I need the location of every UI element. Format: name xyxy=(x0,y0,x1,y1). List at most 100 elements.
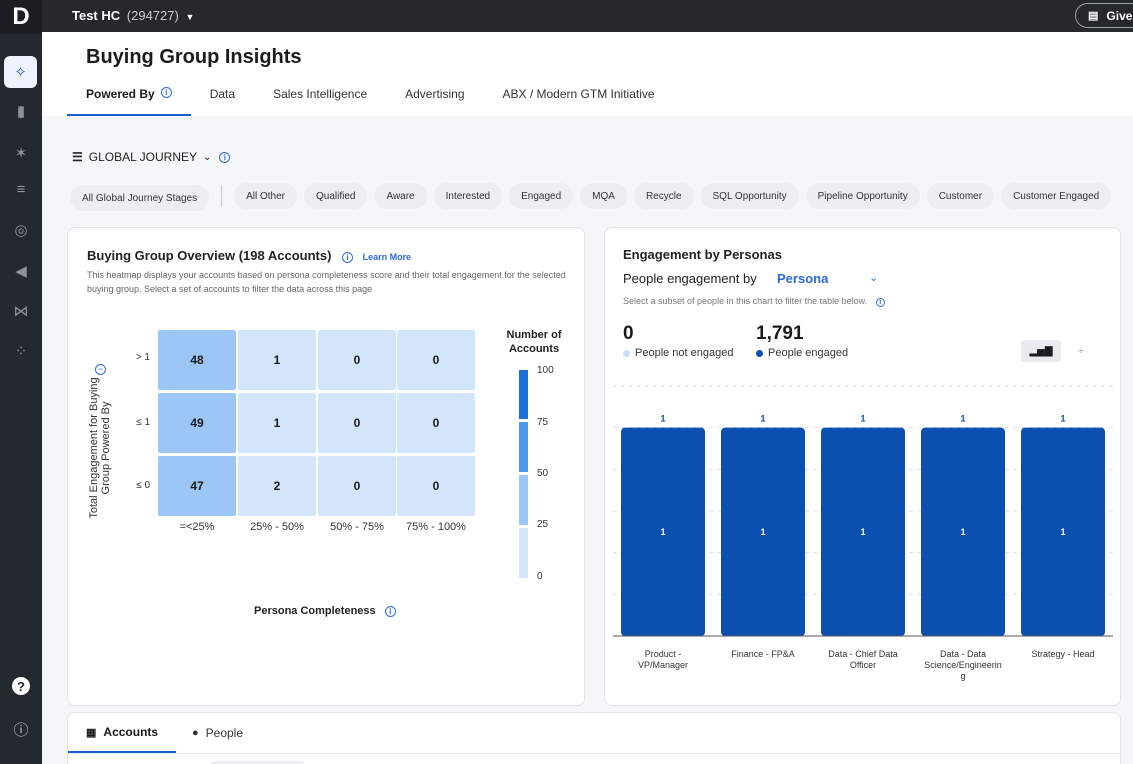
heatmap-cell[interactable]: 2 xyxy=(238,456,316,516)
heatmap-cell[interactable]: 0 xyxy=(397,393,475,453)
account-switcher[interactable]: Test HC (294727) ▼ xyxy=(72,8,194,23)
chip-stage[interactable]: Recycle xyxy=(633,183,694,209)
col-label: =<25% xyxy=(179,521,215,533)
page-title: Buying Group Insights xyxy=(86,46,302,68)
sparkle-icon[interactable]: ✧ xyxy=(4,56,37,88)
bar-value-label: 1 xyxy=(660,527,665,537)
orbit-icon[interactable]: ⁘ xyxy=(14,343,28,360)
heatmap-cell[interactable]: 0 xyxy=(397,330,475,390)
info-icon[interactable]: i xyxy=(384,606,396,617)
heatmap-cell[interactable]: 47 xyxy=(158,456,236,516)
divide-icon[interactable]: ÷ xyxy=(1078,345,1084,357)
chart-mode-toggle: ▂▅▇ ÷ xyxy=(1021,340,1101,362)
personas-hint: Select a subset of people in this chart … xyxy=(623,296,885,307)
tab-sales-intelligence[interactable]: Sales Intelligence xyxy=(273,87,368,101)
legend-swatch xyxy=(519,422,528,472)
category-label: Strategy - Head xyxy=(1031,649,1095,659)
tab-accounts[interactable]: ▦ Accounts xyxy=(68,713,177,753)
chip-stage[interactable]: Aware xyxy=(374,183,427,209)
person-icon: ● xyxy=(192,727,199,739)
persona-select[interactable]: Persona xyxy=(777,271,829,286)
chip-stage[interactable]: Customer Engaged xyxy=(1001,183,1112,209)
bar-value-label: 1 xyxy=(1060,527,1065,537)
row-label: ≤ 1 xyxy=(136,417,150,428)
tab-advertising[interactable]: Advertising xyxy=(405,87,465,101)
chip-stage[interactable]: SQL Opportunity xyxy=(700,183,799,209)
journey-stage-chips: All Global Journey Stages All Other Qual… xyxy=(70,181,1112,211)
wand-icon[interactable]: ✶ xyxy=(14,145,28,162)
bar-chart-icon[interactable]: ▮ xyxy=(16,103,26,120)
legend-label: People engaged xyxy=(768,347,849,359)
bar-value-label: 1 xyxy=(760,527,765,537)
chevron-down-icon: ⌄ xyxy=(203,151,212,163)
heatmap-cell[interactable]: 49 xyxy=(158,393,236,453)
col-label: 50% - 75% xyxy=(330,521,384,533)
bar[interactable] xyxy=(921,427,1005,636)
tab-powered-by[interactable]: Powered By i xyxy=(67,86,191,116)
journey-selector[interactable]: ☰ GLOBAL JOURNEY ⌄ i xyxy=(72,150,231,164)
chip-stage[interactable]: Customer xyxy=(926,183,995,209)
target-icon[interactable]: ◎ xyxy=(14,222,28,239)
heatmap-cell[interactable]: 1 xyxy=(238,330,316,390)
give-button[interactable]: ▤ Give xyxy=(1075,3,1133,28)
collapse-icon[interactable]: − xyxy=(95,364,106,375)
chip-stage[interactable]: MQA xyxy=(580,183,627,209)
heatmap-cell[interactable]: 0 xyxy=(318,330,396,390)
megaphone-icon[interactable]: ◀ xyxy=(15,263,27,280)
account-name: Test HC xyxy=(72,8,121,23)
heatmap-cell[interactable]: 48 xyxy=(158,330,236,390)
info-icon[interactable]: i xyxy=(160,87,172,98)
chip-stage[interactable]: Engaged xyxy=(509,183,574,209)
handshake-icon[interactable]: ⋈ xyxy=(13,303,29,320)
chevron-down-icon[interactable]: ⌄ xyxy=(869,272,879,284)
chip-stage[interactable]: Interested xyxy=(433,183,503,209)
chip-all-stages[interactable]: All Global Journey Stages xyxy=(70,185,210,211)
buying-group-overview-card: Buying Group Overview (198 Accounts) i L… xyxy=(67,227,585,706)
help-icon[interactable]: ? xyxy=(0,673,42,699)
legend-label: People not engaged xyxy=(635,347,734,359)
row-label: ≤ 0 xyxy=(136,480,150,491)
bar-top-label: 1 xyxy=(1060,414,1065,424)
heatmap-cell[interactable]: 0 xyxy=(397,456,475,516)
legend-swatch xyxy=(519,475,528,525)
chip-stage[interactable]: Qualified xyxy=(303,183,368,209)
row-label: > 1 xyxy=(135,352,150,363)
app-logo[interactable]: D xyxy=(0,0,42,34)
category-label: Finance - FP&A xyxy=(731,649,795,659)
bar[interactable] xyxy=(721,427,805,636)
chip-stage[interactable]: Pipeline Opportunity xyxy=(805,183,920,209)
heatmap-cell[interactable]: 1 xyxy=(238,393,316,453)
not-engaged-legend[interactable]: People not engaged xyxy=(623,347,733,359)
filter-stub xyxy=(210,761,304,764)
info-icon[interactable]: i xyxy=(219,151,231,163)
top-bar: Test HC (294727) ▼ ▤ Give xyxy=(42,0,1133,32)
info-icon[interactable]: i xyxy=(875,298,885,307)
chip-stage[interactable]: All Other xyxy=(234,183,297,209)
legend-tick: 75 xyxy=(537,417,549,428)
account-id: (294727) xyxy=(126,8,179,23)
tab-label: Powered By xyxy=(86,87,155,101)
info-icon[interactable]: i xyxy=(342,252,354,263)
tab-data[interactable]: Data xyxy=(209,87,236,101)
x-axis-title-text: Persona Completeness xyxy=(254,605,376,617)
heatmap-cell[interactable]: 0 xyxy=(318,393,396,453)
database-icon[interactable]: ≡ xyxy=(16,180,26,198)
learn-more-link[interactable]: Learn More xyxy=(362,252,412,262)
divider xyxy=(68,753,1122,754)
bar[interactable] xyxy=(1021,427,1105,636)
main-tabs: Powered By i Data Sales Intelligence Adve… xyxy=(67,86,674,116)
info-icon[interactable]: ⓘ xyxy=(13,721,29,739)
tab-abx[interactable]: ABX / Modern GTM Initiative xyxy=(502,87,655,101)
bar[interactable] xyxy=(821,427,905,636)
legend-tick: 100 xyxy=(537,365,554,376)
engaged-legend[interactable]: People engaged xyxy=(756,347,848,359)
overview-description: This heatmap displays your accounts base… xyxy=(87,270,566,294)
tab-people[interactable]: ● People xyxy=(192,713,243,753)
category-label: Product - VP/Manager xyxy=(637,649,689,670)
category-label: Data - Data Science/Engineerin g xyxy=(924,649,1002,681)
bar[interactable] xyxy=(621,427,705,636)
bar-chart-icon[interactable]: ▂▅▇ xyxy=(1021,340,1061,362)
tab-label: Accounts xyxy=(103,725,159,739)
heatmap-cell[interactable]: 0 xyxy=(318,456,396,516)
col-label: 75% - 100% xyxy=(406,521,466,533)
